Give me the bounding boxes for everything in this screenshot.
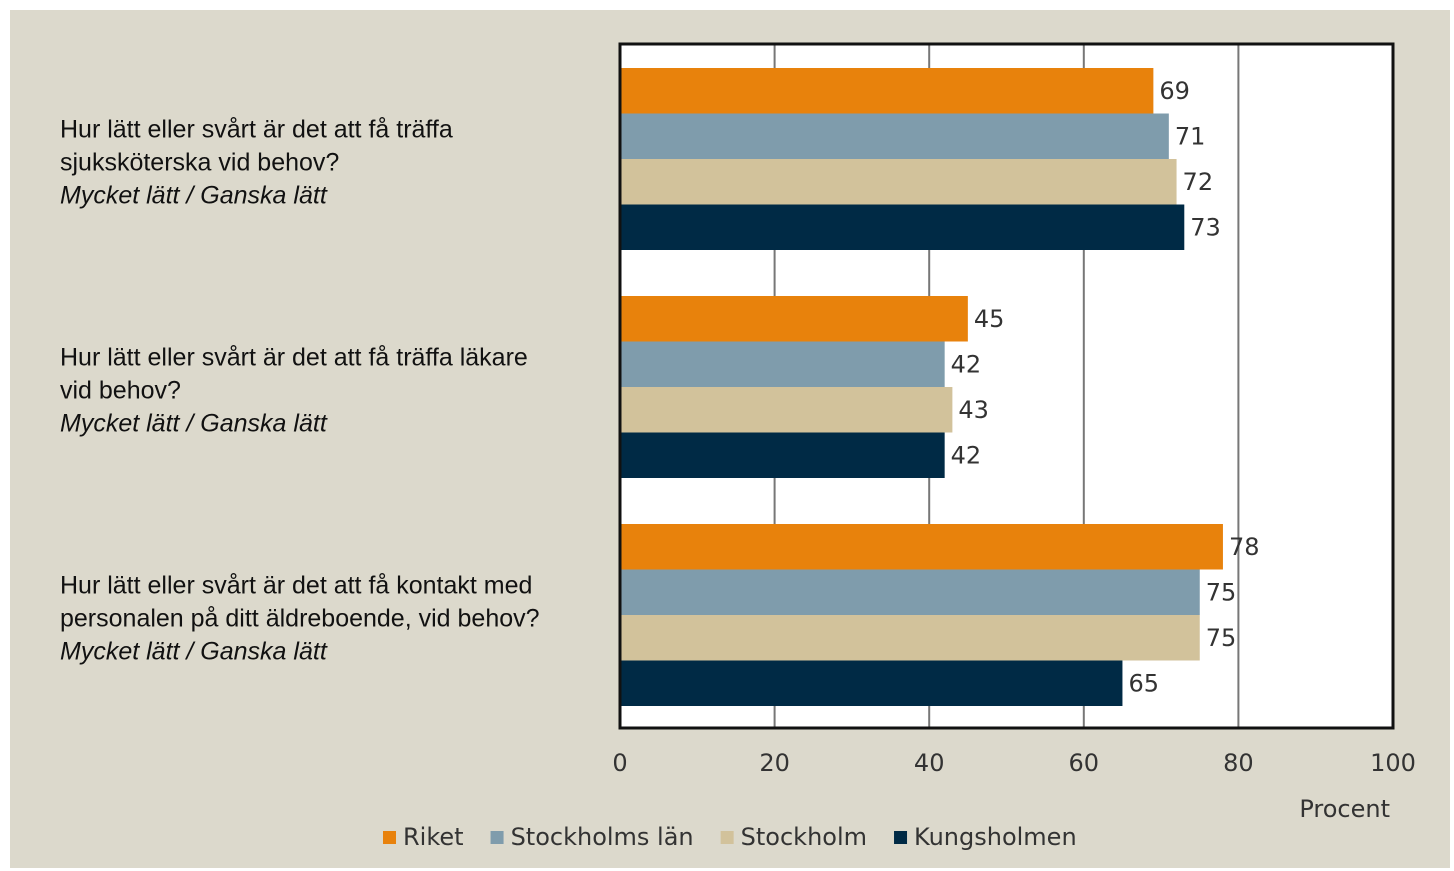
bar <box>620 341 945 387</box>
category-subtitle: Mycket lätt / Ganska lätt <box>60 181 327 210</box>
category-subtitle: Mycket lätt / Ganska lätt <box>60 637 327 666</box>
legend-label: Kungsholmen <box>914 823 1077 851</box>
bar <box>620 296 968 342</box>
category-label: Hur lätt eller svårt är det att få konta… <box>60 570 540 669</box>
category-label: Hur lätt eller svårt är det att få träff… <box>60 114 540 213</box>
legend-label: Stockholm <box>741 823 867 851</box>
value-label: 75 <box>1206 578 1237 606</box>
x-tick-label: 100 <box>1370 749 1416 777</box>
bar <box>620 68 1154 114</box>
x-axis-label: Procent <box>1299 795 1390 823</box>
category-text: Hur lätt eller svårt är det att få konta… <box>60 571 540 633</box>
bar <box>620 387 953 433</box>
value-label: 43 <box>958 396 989 424</box>
value-label: 69 <box>1159 77 1190 105</box>
bar <box>620 159 1177 205</box>
value-label: 45 <box>974 305 1005 333</box>
bar <box>620 113 1169 159</box>
category-label: Hur lätt eller svårt är det att få träff… <box>60 342 540 441</box>
value-label: 71 <box>1175 122 1206 150</box>
bar <box>620 660 1123 706</box>
bar <box>620 524 1223 570</box>
legend-swatch <box>383 831 396 844</box>
category-text: Hur lätt eller svårt är det att få träff… <box>60 343 528 405</box>
legend-swatch <box>490 831 504 844</box>
value-label: 78 <box>1229 533 1260 561</box>
category-text: Hur lätt eller svårt är det att få träff… <box>60 115 453 177</box>
legend-swatch <box>894 831 908 844</box>
legend-label: Stockholms län <box>511 823 694 851</box>
legend-swatch <box>720 831 734 844</box>
bar <box>620 615 1200 661</box>
bar <box>620 432 945 478</box>
x-tick-label: 60 <box>1069 749 1100 777</box>
value-label: 72 <box>1183 168 1214 196</box>
value-label: 42 <box>951 441 982 469</box>
value-label: 73 <box>1190 213 1221 241</box>
bar <box>620 204 1185 250</box>
x-tick-label: 80 <box>1223 749 1254 777</box>
x-tick-label: 0 <box>612 749 627 777</box>
x-tick-label: 40 <box>914 749 945 777</box>
category-subtitle: Mycket lätt / Ganska lätt <box>60 409 327 438</box>
value-label: 65 <box>1128 669 1159 697</box>
value-label: 42 <box>951 350 982 378</box>
plot-border <box>618 42 1395 730</box>
bar <box>620 569 1200 615</box>
legend-label: Riket <box>403 823 464 851</box>
value-label: 75 <box>1206 624 1237 652</box>
x-tick-label: 20 <box>759 749 790 777</box>
